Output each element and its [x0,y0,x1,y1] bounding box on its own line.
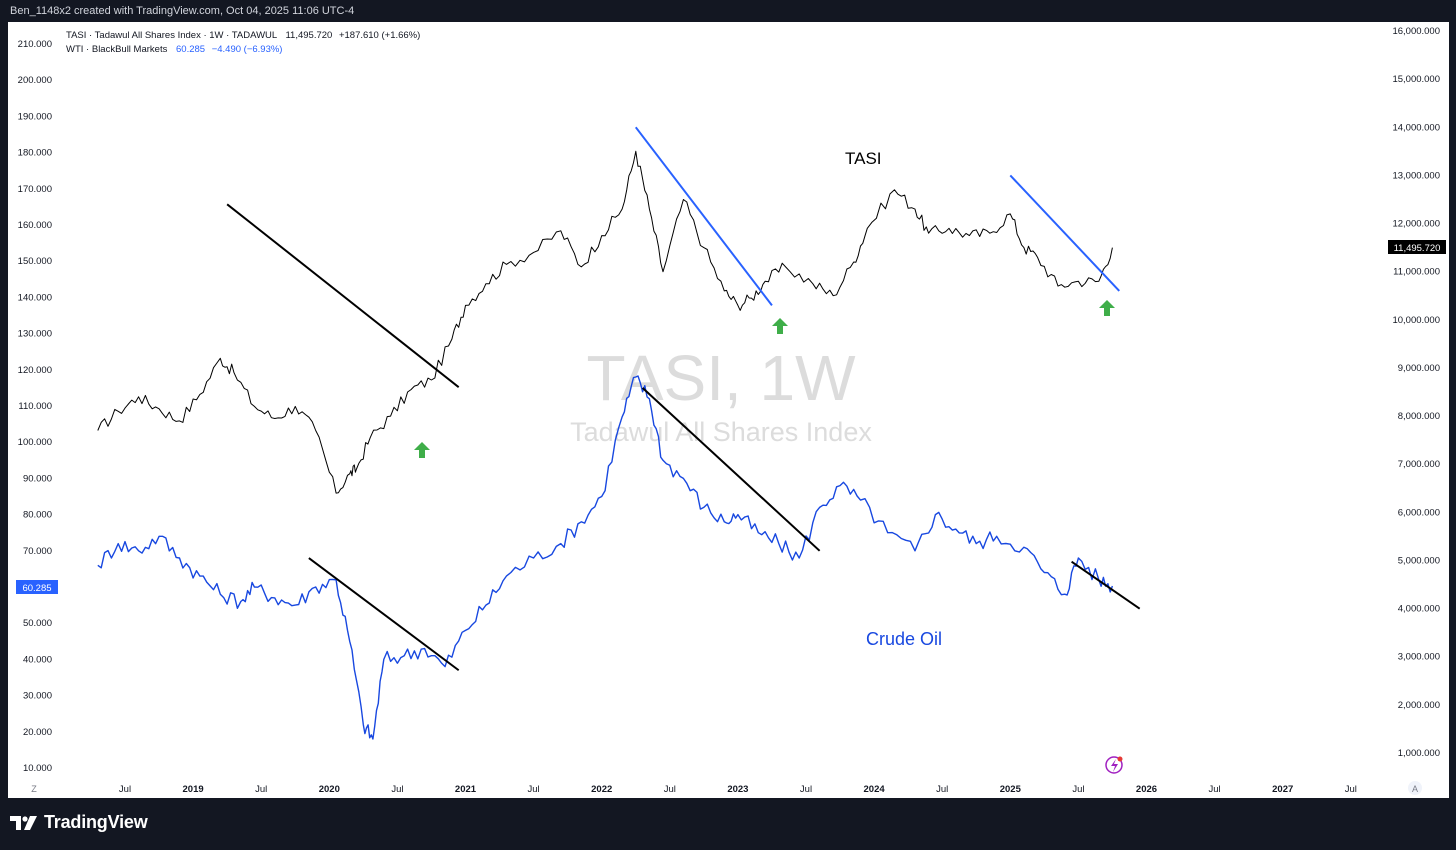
trendline[interactable] [1009,174,1120,292]
tasi-annotation: TASI [845,149,882,168]
trendline[interactable] [1071,560,1141,610]
time-axis-tick-label: 2026 [1136,784,1157,795]
left-axis-tick-label: 190.000 [18,111,52,122]
legend-wti-change: −4.490 (−6.93%) [212,44,283,55]
right-axis-tick-label: 14,000.000 [1392,122,1440,133]
time-axis-tick-label: 2021 [455,784,477,795]
left-axis-tick-label: 50.000 [23,618,52,629]
wti-series-line [97,375,1114,740]
tasi-price-tag-text: 11,495.720 [1394,243,1441,254]
right-axis-tick-label: 15,000.000 [1392,74,1440,85]
up-arrow-icon [1099,300,1115,316]
right-axis-tick-label: 16,000.000 [1392,26,1440,37]
series-layer [97,150,1114,740]
left-axis-tick-label: 100.000 [18,437,52,448]
wti-price-tag: 60.285 [16,580,58,594]
right-axis-tick-label: 11,000.000 [1393,267,1440,278]
left-axis-tick-label: 110.000 [18,401,52,412]
time-axis-tick-label: Jul [936,784,948,795]
time-axis-tick-label: 2024 [864,784,886,795]
chart-caption: Ben_1148x2 created with TradingView.com,… [10,5,355,17]
legend-tasi-value: 11,495.720 [285,30,332,41]
trendline[interactable] [226,203,460,388]
time-axis-tick-label: 2025 [1000,784,1022,795]
time-axis-tick-label: Jul [528,784,540,795]
up-arrow-icon [772,318,788,334]
legend-wti-label: WTI · BlackBull Markets [66,44,168,55]
trendline[interactable] [308,557,460,672]
right-axis-tick-label: 1,000.000 [1398,748,1440,759]
tradingview-brand: TradingView [44,812,148,832]
svg-text:WTI · BlackBull Markets: WTI · BlackBull Markets 60.285 −4.490 (−… [66,44,282,55]
footer-bar: TradingView [0,798,1456,850]
time-axis-tick-label: Jul [1072,784,1084,795]
left-axis-tick-label: 10.000 [23,763,52,774]
auto-scale-left-button[interactable]: Z [31,784,37,794]
left-axis-tick-label: 40.000 [23,654,52,665]
auto-scale-right-label: A [1412,784,1418,794]
right-axis-tick-label: 5,000.000 [1398,555,1440,566]
lightning-badge-icon[interactable] [1105,756,1123,774]
up-arrow-icon [414,442,430,458]
time-axis-tick-label: Jul [664,784,676,795]
time-axis-tick-label: 2023 [727,784,748,795]
right-axis-tick-label: 9,000.000 [1398,363,1440,374]
left-axis-tick-label: 20.000 [23,727,52,738]
right-axis-tick-label: 6,000.000 [1398,507,1440,518]
right-axis-tick-label: 7,000.000 [1398,459,1440,470]
tradingview-logo[interactable]: TradingView [10,812,148,833]
chart-canvas[interactable]: TASI, 1W Tadawul All Shares Index 210.00… [8,22,1449,798]
right-axis-tick-label: 12,000.000 [1392,219,1440,230]
right-axis-tick-label: 2,000.000 [1398,700,1440,711]
auto-scale-right-button[interactable]: A [1408,781,1422,795]
tasi-price-tag: 11,495.720 [1388,240,1446,254]
left-axis-tick-label: 130.000 [18,329,52,340]
left-axis-tick-label: 70.000 [23,546,52,557]
left-axis-tick-label: 180.000 [18,148,52,159]
right-axis-tick-label: 8,000.000 [1398,411,1440,422]
left-axis-tick-label: 150.000 [18,256,52,267]
trendline[interactable] [634,126,773,306]
time-axis[interactable]: Jul 2019 Jul 2020 Jul 2021 Jul 2022 Jul 2023 Jul 20… [119,784,1357,795]
time-axis-tick-label: Jul [255,784,267,795]
left-axis-tick-label: 210.000 [18,39,52,50]
wti-price-tag-text: 60.285 [22,583,51,594]
top-caption-bar: Ben_1148x2 created with TradingView.com,… [0,0,1456,22]
left-axis-tick-label: 160.000 [18,220,52,231]
left-axis-tick-label: 120.000 [18,365,52,376]
time-axis-tick-label: 2019 [183,784,204,795]
time-axis-tick-label: Jul [119,784,131,795]
time-axis-tick-label: 2027 [1272,784,1293,795]
right-axis-tick-label: 3,000.000 [1398,652,1440,663]
left-axis-tick-label: 80.000 [23,510,52,521]
tradingview-logo-icon [10,815,37,830]
time-axis-tick-label: Jul [1209,784,1221,795]
time-axis-tick-label: Jul [1345,784,1357,795]
legend: TASI · Tadawul All Shares Index · 1W · T… [66,30,420,55]
tasi-series-line [97,150,1113,494]
left-axis-tick-label: 90.000 [23,473,52,484]
left-price-axis[interactable]: 210.000 200.000 190.000 180.000 170.000 160.0… [18,39,52,774]
crude-oil-annotation: Crude Oil [866,629,942,649]
time-axis-tick-label: 2020 [319,784,340,795]
left-axis-tick-label: 140.000 [18,292,52,303]
left-axis-tick-label: 30.000 [23,691,52,702]
time-axis-tick-label: 2022 [591,784,612,795]
right-axis-tick-label: 10,000.000 [1392,315,1440,326]
right-price-axis[interactable]: 16,000.000 15,000.000 14,000.000 13,000.000… [1392,26,1440,759]
trendline-layer [226,126,1141,672]
watermark-title: TASI, 1W [586,342,856,414]
right-axis-tick-label: 13,000.000 [1392,170,1440,181]
left-axis-tick-label: 200.000 [18,75,52,86]
legend-wti-value: 60.285 [176,44,205,55]
chart-frame[interactable]: TASI, 1W Tadawul All Shares Index 210.00… [8,22,1449,798]
trendline[interactable] [641,387,821,552]
left-axis-tick-label: 170.000 [18,184,52,195]
legend-tasi-change: +187.610 (+1.66%) [339,30,420,41]
svg-text:TASI · Tadawul All Shares Inde: TASI · Tadawul All Shares Index · 1W · T… [66,30,420,41]
time-axis-tick-label: Jul [391,784,403,795]
right-axis-tick-label: 4,000.000 [1398,604,1440,615]
legend-tasi-label: TASI · Tadawul All Shares Index · 1W · T… [66,30,277,41]
time-axis-tick-label: Jul [800,784,812,795]
